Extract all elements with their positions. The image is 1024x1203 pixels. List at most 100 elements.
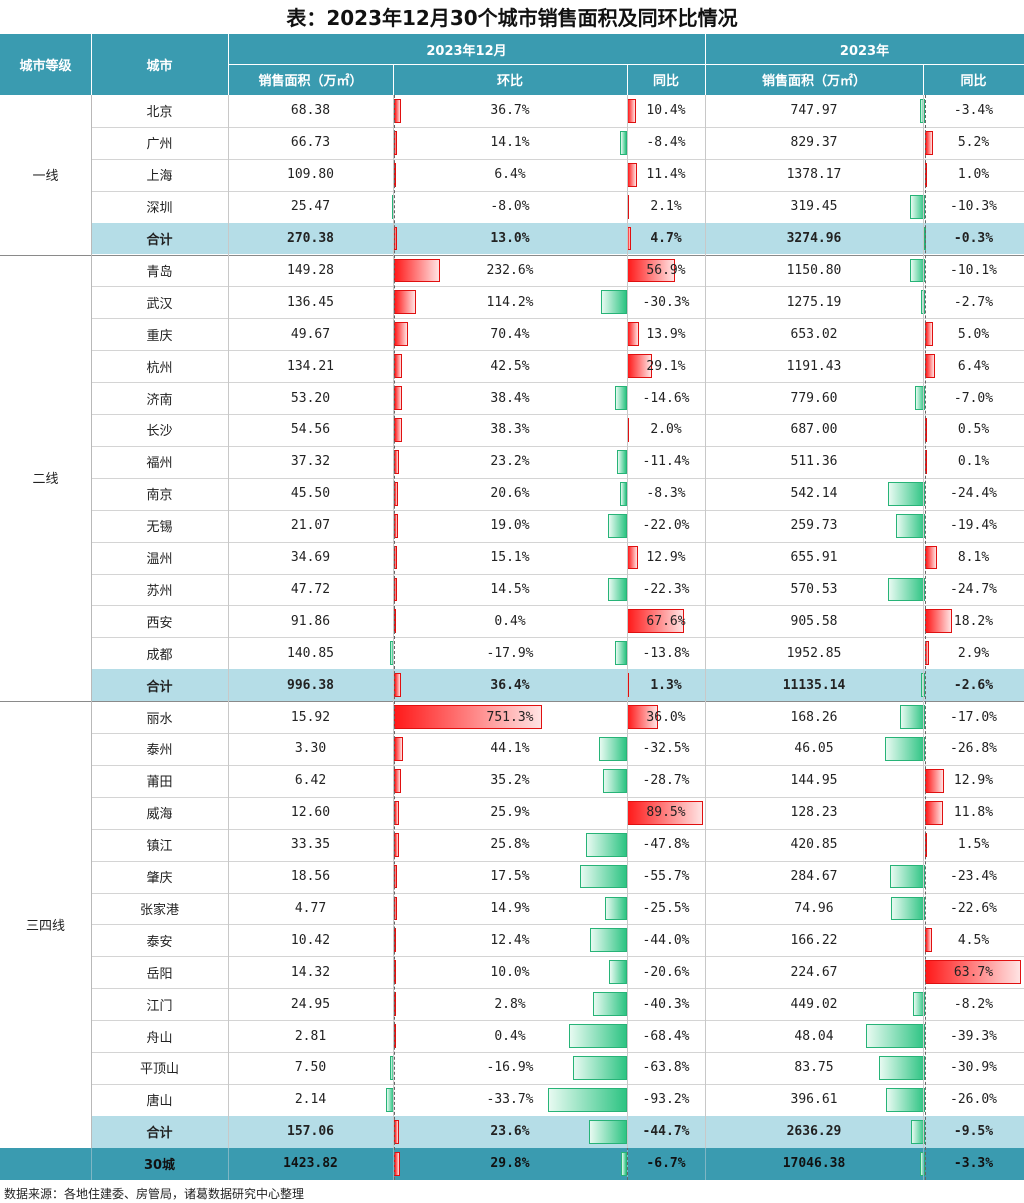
row-divider [91,573,1024,575]
year-yoy-value: -26.0% [950,1092,997,1108]
city-name: 西安 [146,615,173,631]
year-yoy-value: 63.7% [953,964,994,980]
city-name: 武汉 [146,296,173,312]
yoy-value: 11.4% [646,167,686,183]
year-area-value: 655.91 [790,550,838,566]
area-value: 4.77 [294,900,327,916]
yoy-bar [608,513,627,538]
row-divider [91,350,1024,352]
year-yoy-value: 8.1% [957,550,990,566]
yoy-bar [601,290,627,315]
tier-label: 二线 [32,472,59,488]
area-value: 6.42 [294,773,327,789]
area-value: 25.47 [290,199,331,215]
area-value: 33.35 [290,837,331,853]
yoy-value: 2.0% [650,422,682,438]
row-divider [91,414,1024,415]
mom-value: 12.4% [490,932,530,948]
column-divider [923,1147,924,1180]
area-value: 18.56 [290,869,331,885]
column-divider [705,95,706,1148]
year-yoy-bar [886,1087,925,1112]
area-value: 2.14 [294,1092,327,1108]
column-divider [91,95,92,255]
row-divider [91,956,1024,958]
area-value: 136.45 [287,294,334,310]
yoy-value: -11.4% [642,454,690,470]
year-area-value: 570.53 [790,581,838,597]
year-yoy-bar [914,386,925,410]
city-name: 南京 [146,488,173,504]
year-area-value: 83.75 [794,1060,834,1076]
mom-value: 38.3% [490,422,530,438]
header-city: 城市 [146,59,173,74]
year-yoy-bar [912,992,925,1017]
yoy-value: -68.4% [642,1028,690,1044]
city-name: 杭州 [146,360,173,376]
yoy-bar [609,960,627,985]
year-yoy-bar [887,577,925,602]
mom-value: 35.2% [490,773,530,789]
area-value: 140.85 [287,645,334,661]
mom-value: 70.4% [490,326,530,342]
mom-value: 25.8% [490,837,530,853]
year-area-value: 1952.85 [786,645,842,661]
grand-total-row-background [0,1147,1024,1180]
mom-value: 29.8% [490,1156,530,1172]
column-divider [705,1147,706,1180]
subtotal-row-background [91,222,1024,255]
header-divider [228,64,1024,65]
mom-value: 20.6% [490,486,530,502]
yoy-value: -22.0% [642,518,690,534]
area-value: 34.69 [290,550,331,566]
tier-label: 一线 [32,169,59,185]
subtotal-row-background [91,669,1024,702]
yoy-bar [579,864,627,889]
year-yoy-value: -22.6% [950,900,997,916]
area-value: 53.20 [290,390,331,406]
area-value: 24.95 [290,996,331,1012]
year-area-value: 284.67 [790,869,838,885]
mom-value: 10.0% [490,964,530,980]
data-source-note: 数据来源：各地住建委、房管局，诸葛数据研究中心整理 [4,1187,305,1201]
yoy-value: -8.3% [646,486,686,502]
city-name: 平顶山 [139,1062,179,1078]
yoy-value: 13.9% [646,326,686,342]
year-yoy-value: 5.0% [957,326,990,342]
year-area-value: 542.14 [790,486,838,502]
city-name: 合计 [146,1126,173,1142]
year-area-value: 511.36 [790,454,838,470]
year-area-value: 653.02 [790,326,838,342]
year-yoy-value: 0.5% [957,422,990,438]
row-divider [91,1052,1024,1053]
city-name: 唐山 [146,1094,173,1110]
yoy-value: 10.4% [646,103,686,119]
mom-value: 38.4% [490,390,530,406]
year-yoy-value: -30.9% [950,1060,997,1076]
row-divider [91,828,1024,830]
year-yoy-bar [895,513,925,538]
yoy-bar [592,992,627,1017]
year-area-value: 1275.19 [786,294,842,310]
city-name: 合计 [146,233,173,249]
yoy-bar [568,1024,627,1048]
area-value: 91.86 [290,613,331,629]
page-title: 表：2023年12月30个城市销售面积及同环比情况 [286,6,738,30]
row-divider [91,1020,1024,1022]
area-value: 45.50 [290,486,331,502]
yoy-value: 56.9% [646,262,686,278]
row-divider [91,445,1024,447]
yoy-bar [602,768,627,793]
bar-axis [925,95,926,1180]
mom-value: 232.6% [486,262,534,278]
city-name: 上海 [146,169,173,185]
row-divider [91,126,1024,128]
row-divider [91,477,1024,479]
area-value: 3.30 [294,741,327,757]
row-divider [91,541,1024,543]
city-name: 无锡 [146,520,173,536]
year-yoy-bar [909,194,925,219]
yoy-bar [619,481,627,506]
subtotal-row-background [91,1115,1024,1148]
header-yoy: 同比 [652,74,679,89]
